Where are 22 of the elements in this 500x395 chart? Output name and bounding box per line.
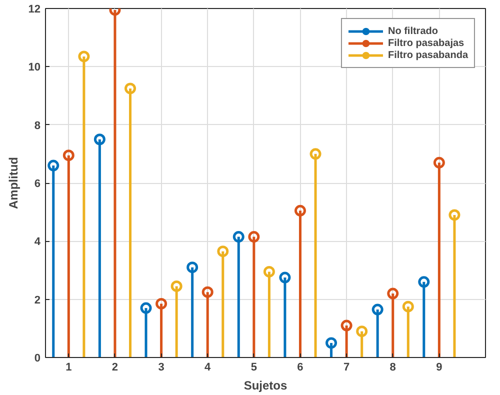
y-tick-label: 4	[34, 236, 42, 248]
legend-label: No filtrado	[388, 25, 438, 37]
y-tick-label: 8	[34, 120, 41, 132]
y-tick-label: 0	[34, 352, 41, 364]
x-tick-label: 4	[204, 362, 212, 374]
x-axis-title: Sujetos	[244, 378, 288, 392]
legend-label: Filtro pasabajas	[388, 37, 464, 49]
legend-label: Filtro pasabanda	[388, 49, 468, 61]
point	[248, 231, 260, 243]
y-tick-label: 12	[28, 4, 41, 16]
x-tick-label: 6	[297, 362, 304, 374]
y-tick-label: 6	[34, 178, 41, 190]
y-axis-title: Amplitud	[6, 156, 20, 209]
x-tick-label: 7	[343, 362, 350, 374]
x-tick-label: 5	[250, 362, 257, 374]
y-tick-label: 10	[28, 62, 41, 74]
x-tick-label: 9	[436, 362, 442, 374]
x-tick-label: 1	[66, 362, 72, 374]
x-tick-label: 8	[390, 362, 396, 374]
x-tick-label: 3	[158, 362, 164, 374]
y-tick-label: 2	[34, 294, 41, 306]
x-tick-label: 2	[112, 362, 118, 374]
